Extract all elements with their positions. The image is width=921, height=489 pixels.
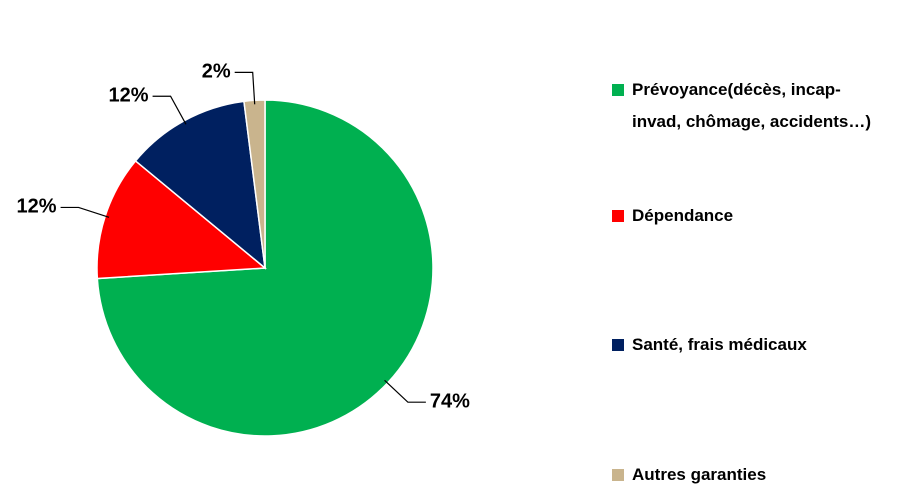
legend-label: Prévoyance(décès, incap-invad, chômage, …	[632, 80, 872, 131]
legend-label: Santé, frais médicaux	[632, 335, 807, 354]
legend-label: Dépendance	[632, 206, 734, 225]
legend-swatch	[612, 210, 624, 222]
legend-swatch	[612, 469, 624, 481]
legend-swatch	[612, 84, 624, 96]
leader-line	[384, 379, 426, 403]
legend-entry: Prévoyance(décès, incap-invad, chômage, …	[612, 74, 892, 138]
data-label: 2%	[202, 61, 231, 83]
legend-entry: Santé, frais médicaux	[612, 329, 892, 361]
data-label: 74%	[430, 390, 470, 412]
data-label: 12%	[17, 196, 57, 218]
legend-swatch	[612, 339, 624, 351]
leader-line	[234, 71, 256, 105]
legend-label: Autres garanties	[632, 465, 767, 484]
leader-line	[60, 206, 110, 218]
data-label: 12%	[109, 85, 149, 107]
legend-entry: Dépendance	[612, 200, 892, 232]
legend-entry: Autres garanties	[612, 459, 892, 489]
leader-line	[152, 95, 187, 125]
